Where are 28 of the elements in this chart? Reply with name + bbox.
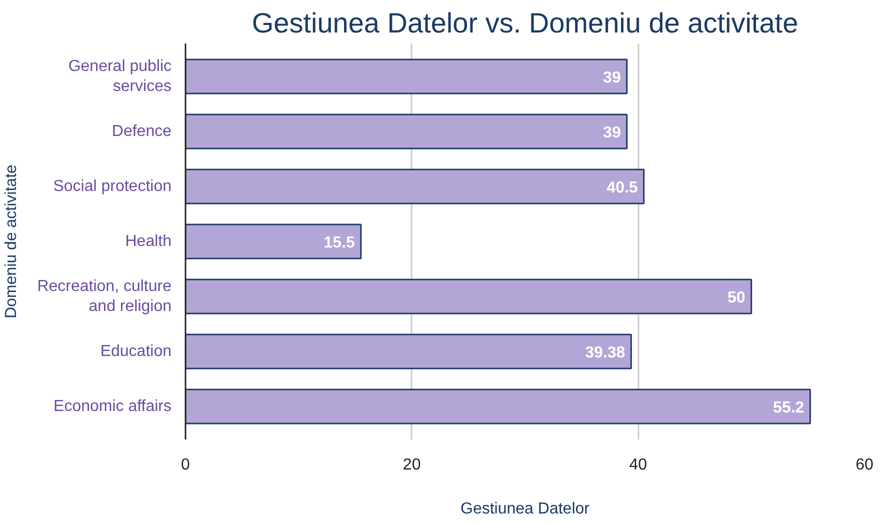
x-tick-label: 20 <box>402 456 421 474</box>
bar <box>186 114 628 150</box>
data-label: 15.5 <box>324 234 356 252</box>
y-tick-label: Health <box>125 233 172 250</box>
y-tick-label: Social protection <box>53 178 172 195</box>
y-tick-label: Defence <box>112 123 172 140</box>
bar <box>186 334 632 370</box>
y-tick-label: General public services <box>68 58 172 96</box>
bar <box>186 388 811 424</box>
chart-title: Gestiunea Datelor vs. Domeniu de activitate <box>252 8 798 38</box>
x-tick-label: 60 <box>856 456 874 474</box>
data-label: 39 <box>603 124 621 142</box>
y-axis-title: Domeniu de activitate <box>3 164 20 318</box>
bar <box>186 278 752 314</box>
data-label: 40.5 <box>606 180 638 196</box>
x-tick-label: 0 <box>181 456 190 474</box>
y-tick-label: Economic affairs <box>54 398 172 415</box>
x-axis-title: Gestiunea Datelor <box>460 500 590 518</box>
y-tick-label: Education <box>100 343 172 360</box>
bar <box>186 224 362 260</box>
data-label: 39 <box>603 70 621 86</box>
data-label: 55.2 <box>773 400 804 416</box>
data-label: 39.38 <box>585 344 626 362</box>
x-tick-label: 40 <box>629 456 648 474</box>
data-label: 50 <box>728 290 746 306</box>
bar <box>186 168 645 204</box>
bar <box>186 58 628 94</box>
y-tick-label: Recreation, culture and religion <box>37 278 172 316</box>
